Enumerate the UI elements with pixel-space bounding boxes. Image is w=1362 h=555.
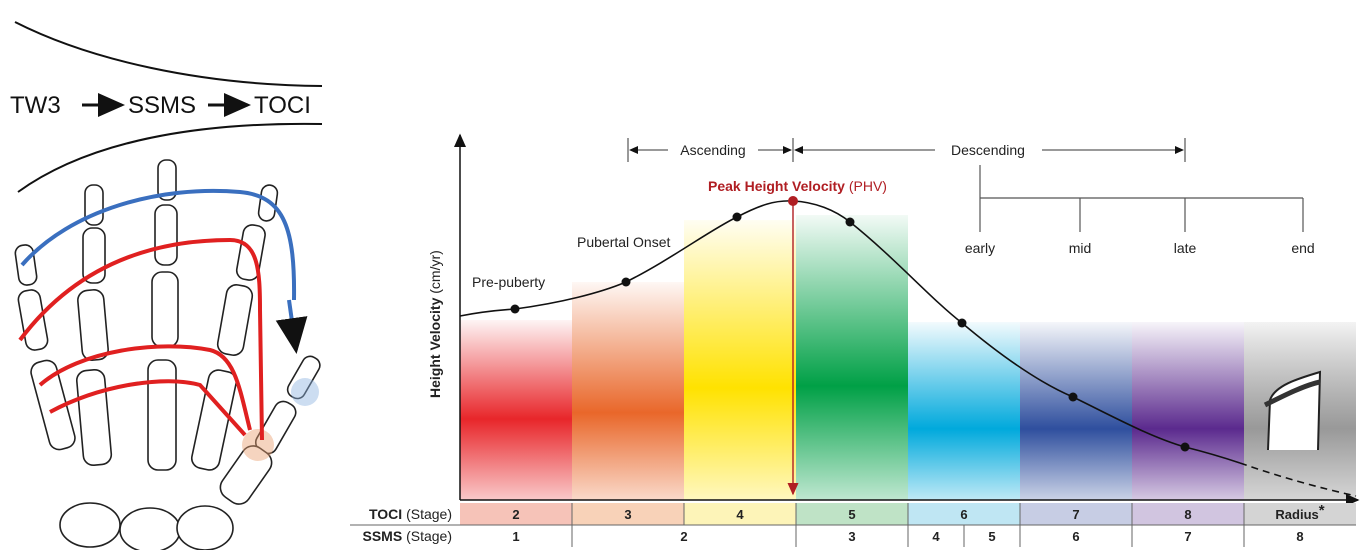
row-label: SSMS (Stage) [363, 528, 453, 544]
step-label: TOCI [254, 92, 311, 119]
figure: TW3 SSMS TOCI [0, 0, 1362, 550]
stage-band [1020, 322, 1132, 500]
velocity-chart: Height Velocity (cm/yr) Peak Height Velo… [427, 135, 1358, 500]
ssms-stage: 2 [680, 529, 687, 544]
ssms-stage: 6 [1072, 529, 1079, 544]
ssms-stage: 7 [1184, 529, 1191, 544]
stage-name: early [965, 240, 995, 256]
step-label: SSMS [128, 92, 196, 119]
toci-stage: 6 [960, 507, 967, 522]
row-label: TOCI (Stage) [369, 506, 452, 522]
phase-label: Descending [951, 142, 1025, 158]
stage-band [460, 320, 572, 500]
toci-stage: 3 [624, 507, 631, 522]
stage-band [908, 322, 1020, 500]
annotation: Pubertal Onset [577, 234, 670, 250]
stage-band [572, 282, 684, 500]
stage-name: late [1174, 240, 1197, 256]
stage-name: mid [1069, 240, 1092, 256]
annotation: Pre-puberty [472, 274, 545, 290]
stage-band [1132, 322, 1244, 500]
toci-stage: 4 [736, 507, 744, 522]
toci-stage: 7 [1072, 507, 1079, 522]
phase-label: Ascending [680, 142, 745, 158]
stage-band [684, 220, 796, 500]
ssms-stage: 3 [848, 529, 855, 544]
ssms-stage: 8 [1296, 529, 1303, 544]
phv-point [788, 196, 798, 206]
step-label: TW3 [10, 92, 61, 119]
ssms-stage: 5 [988, 529, 995, 544]
stage-tree [980, 165, 1303, 232]
toci-stage: 8 [1184, 507, 1191, 522]
ssms-stage: 4 [932, 529, 940, 544]
y-axis-label: Height Velocity (cm/yr) [427, 250, 443, 398]
toci-stage: 5 [848, 507, 855, 522]
hand-panel: TW3 SSMS TOCI [10, 22, 323, 550]
stage-name: end [1291, 240, 1314, 256]
stage-table: TOCI (Stage) SSMS (Stage) 2 3 4 5 6 7 8 … [350, 502, 1356, 547]
ssms-stage: 1 [512, 529, 519, 544]
phv-label: Peak Height Velocity (PHV) [708, 178, 887, 194]
toci-stage: 2 [512, 507, 519, 522]
hand-bones [14, 160, 322, 550]
